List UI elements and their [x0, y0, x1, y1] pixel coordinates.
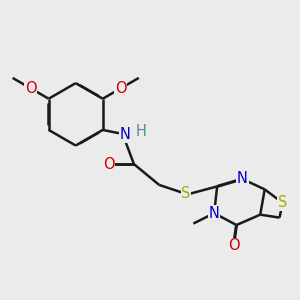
- Text: S: S: [278, 195, 287, 210]
- Text: N: N: [120, 127, 130, 142]
- Text: O: O: [25, 81, 37, 96]
- Text: H: H: [136, 124, 147, 139]
- Text: O: O: [103, 157, 115, 172]
- Text: N: N: [209, 206, 220, 221]
- Text: S: S: [181, 186, 190, 201]
- Text: O: O: [115, 81, 127, 96]
- Text: N: N: [237, 172, 248, 187]
- Text: O: O: [228, 238, 239, 253]
